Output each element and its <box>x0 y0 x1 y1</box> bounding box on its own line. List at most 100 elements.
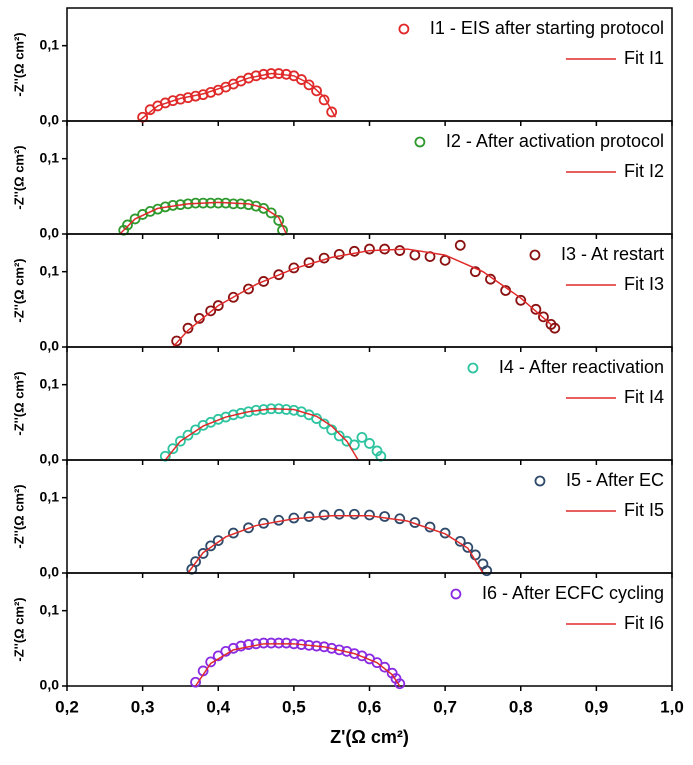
legend-label: Fit I6 <box>624 613 664 633</box>
legend-label: Fit I2 <box>624 161 664 181</box>
y-tick-label: 0,0 <box>40 338 60 354</box>
y-axis-label: -Z''(Ω cm²) <box>11 371 26 435</box>
data-point <box>379 243 391 255</box>
data-point <box>348 508 360 520</box>
data-point <box>265 637 277 649</box>
data-point <box>333 248 345 260</box>
data-point <box>348 245 360 257</box>
data-point <box>235 407 247 419</box>
data-point <box>212 535 224 547</box>
legend-marker <box>467 362 479 374</box>
data-point <box>318 94 330 106</box>
y-tick-label: 0,0 <box>40 112 60 128</box>
fit-line <box>194 643 401 687</box>
y-axis-label: -Z''(Ω cm²) <box>11 145 26 209</box>
fit-line <box>119 201 287 235</box>
y-tick-label: 0,1 <box>40 601 60 617</box>
data-point <box>409 249 421 261</box>
fit-line <box>138 72 337 122</box>
data-point <box>190 676 201 688</box>
y-axis-label: -Z''(Ω cm²) <box>11 32 26 96</box>
data-point <box>311 85 322 97</box>
legend-marker <box>534 475 546 487</box>
legend-label: Fit I3 <box>624 274 664 294</box>
data-point <box>190 556 201 568</box>
data-point <box>454 239 466 251</box>
x-tick-label: 0,7 <box>433 697 457 716</box>
data-point <box>265 207 277 219</box>
data-point <box>356 431 368 443</box>
y-tick-label: 0,1 <box>40 149 60 165</box>
data-point <box>273 637 285 649</box>
legend-label: Fit I4 <box>624 387 664 407</box>
y-axis-label: -Z''(Ω cm²) <box>11 258 26 322</box>
data-point <box>303 511 315 522</box>
data-point <box>326 642 338 654</box>
y-tick-label: 0,1 <box>40 262 60 278</box>
data-point <box>394 513 406 525</box>
fit-line <box>187 514 484 574</box>
data-point <box>318 509 330 521</box>
x-tick-label: 0,6 <box>358 697 382 716</box>
data-point <box>462 541 474 553</box>
data-point <box>273 215 285 226</box>
y-tick-label: 0,0 <box>40 225 60 241</box>
x-tick-label: 0,2 <box>55 697 79 716</box>
legend-marker <box>529 249 541 261</box>
data-point <box>515 294 527 306</box>
data-point <box>167 95 179 107</box>
data-point <box>175 435 186 447</box>
legend-label: I2 - After activation protocol <box>446 131 664 151</box>
x-tick-label: 0,8 <box>509 697 533 716</box>
data-point <box>243 639 254 650</box>
legend-marker <box>450 588 462 600</box>
data-point <box>205 540 217 552</box>
legend-label: I4 - After reactivation <box>499 357 664 377</box>
legend-label: I6 - After ECFC cycling <box>482 583 664 603</box>
y-tick-label: 0,1 <box>40 36 60 52</box>
data-point <box>379 511 391 522</box>
data-point <box>364 438 375 449</box>
y-tick-label: 0,1 <box>40 488 60 504</box>
data-point <box>243 522 254 534</box>
x-tick-label: 0,4 <box>206 697 230 716</box>
data-point <box>205 305 217 317</box>
legend-marker <box>398 23 410 35</box>
data-point <box>549 322 561 334</box>
x-tick-label: 0,5 <box>282 697 306 716</box>
data-point <box>273 269 285 281</box>
data-point <box>129 213 141 225</box>
data-point <box>190 424 201 436</box>
x-axis-label: Z'(Ω cm²) <box>330 727 409 747</box>
fit-line <box>164 408 359 461</box>
legend-label: Fit I5 <box>624 500 664 520</box>
data-point <box>538 311 549 323</box>
data-point <box>182 429 194 441</box>
data-point <box>364 243 375 255</box>
data-point <box>171 335 183 347</box>
y-tick-label: 0,1 <box>40 375 60 391</box>
data-point <box>258 276 270 287</box>
data-point <box>167 443 179 455</box>
data-point <box>296 74 307 85</box>
legend-marker <box>414 136 426 148</box>
data-point <box>530 303 542 315</box>
data-point <box>371 657 383 669</box>
legend-label: I1 - EIS after starting protocol <box>430 18 664 38</box>
y-axis-label: -Z''(Ω cm²) <box>11 597 26 661</box>
data-point <box>280 637 292 649</box>
data-point <box>227 291 239 303</box>
data-point <box>333 430 345 442</box>
data-point <box>243 283 254 295</box>
data-point <box>212 300 224 311</box>
data-point <box>182 322 194 334</box>
y-axis-label: -Z''(Ω cm²) <box>11 484 26 548</box>
y-tick-label: 0,0 <box>40 564 60 580</box>
legend-label: I5 - After EC <box>566 470 664 490</box>
y-tick-label: 0,0 <box>40 451 60 467</box>
data-point <box>235 640 247 652</box>
data-point <box>394 678 406 690</box>
data-point <box>394 245 406 256</box>
data-point <box>379 661 391 673</box>
